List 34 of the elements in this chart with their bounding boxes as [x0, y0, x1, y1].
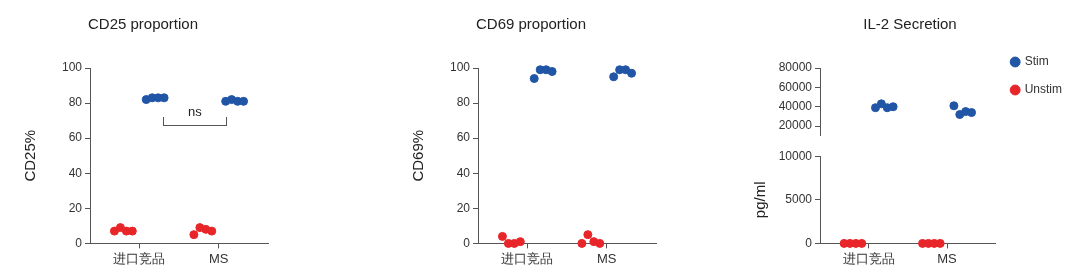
- legend-label: Unstim: [1024, 82, 1063, 97]
- y-tick-label: 20000: [778, 118, 813, 133]
- y-tick-label: 40: [456, 165, 471, 180]
- y-tick-label: 0: [75, 235, 83, 250]
- y-tick-label: 0: [805, 235, 813, 250]
- y-tick-label: 60000: [778, 79, 813, 94]
- y-tick-label: 80: [68, 95, 83, 110]
- y-axis-title: pg/ml: [751, 181, 769, 219]
- y-tick-label: 100: [61, 60, 83, 75]
- annotation: ns: [188, 103, 203, 119]
- y-tick-label: 60: [456, 130, 471, 145]
- y-axis-title: CD69%: [409, 129, 427, 182]
- y-tick-label: 100: [449, 60, 471, 75]
- x-tick-label: MS: [208, 250, 229, 266]
- y-tick-label: 40: [68, 165, 83, 180]
- y-tick-label: 20: [456, 200, 471, 215]
- y-tick-label: 60: [68, 130, 83, 145]
- y-tick-label: 80000: [778, 60, 813, 75]
- y-tick-label: 80: [456, 95, 471, 110]
- y-tick-label: 5000: [785, 192, 813, 207]
- x-tick-label: MS: [596, 250, 617, 266]
- x-tick-label: 进口竞品: [501, 250, 554, 266]
- chart-title: IL-2 Secretion: [863, 15, 957, 33]
- chart-title: CD69 proportion: [475, 15, 587, 33]
- y-tick-label: 10000: [778, 148, 813, 163]
- y-axis-title: CD25%: [21, 129, 39, 182]
- y-tick-label: 20: [68, 200, 83, 215]
- legend-label: Stim: [1024, 54, 1049, 69]
- x-tick-label: 进口竞品: [113, 250, 166, 266]
- x-tick-label: MS: [937, 250, 958, 266]
- x-tick-label: 进口竞品: [842, 250, 895, 266]
- y-tick-label: 40000: [778, 99, 813, 114]
- chart-title: CD25 proportion: [87, 15, 199, 33]
- y-tick-label: 0: [463, 235, 471, 250]
